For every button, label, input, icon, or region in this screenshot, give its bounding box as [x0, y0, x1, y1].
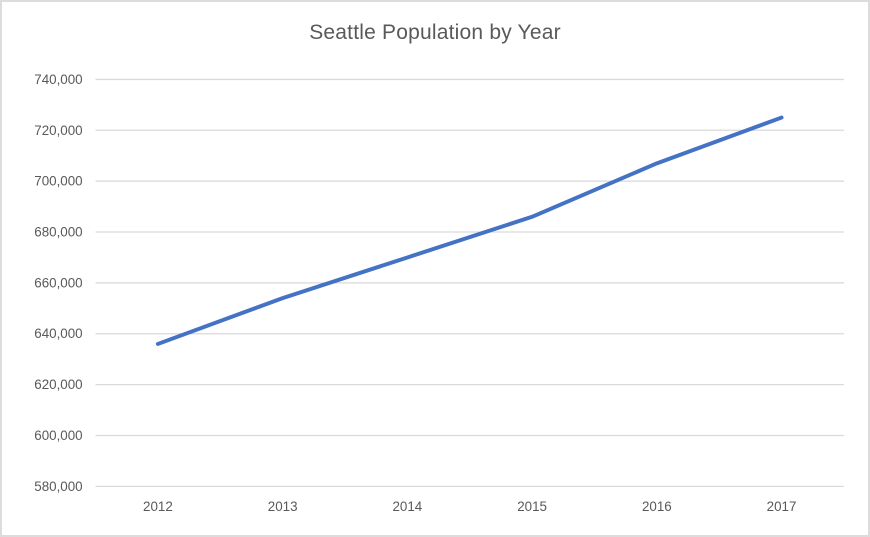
x-tick-label: 2016: [642, 499, 672, 514]
y-tick-label: 640,000: [34, 326, 82, 341]
y-tick-label: 740,000: [34, 72, 82, 87]
y-tick-label: 660,000: [34, 275, 82, 290]
x-tick-label: 2012: [143, 499, 173, 514]
y-tick-label: 600,000: [34, 428, 82, 443]
y-tick-label: 700,000: [34, 174, 82, 189]
y-tick-label: 620,000: [34, 377, 82, 392]
x-tick-label: 2014: [392, 499, 422, 514]
y-tick-label: 580,000: [34, 479, 82, 494]
x-tick-label: 2013: [268, 499, 298, 514]
population-line-series: [155, 115, 784, 346]
y-tick-label: 680,000: [34, 224, 82, 239]
x-tick-label: 2015: [517, 499, 547, 514]
chart-title: Seattle Population by Year: [309, 21, 561, 44]
y-tick-label: 720,000: [34, 123, 82, 138]
x-tick-label: 2017: [767, 499, 797, 514]
